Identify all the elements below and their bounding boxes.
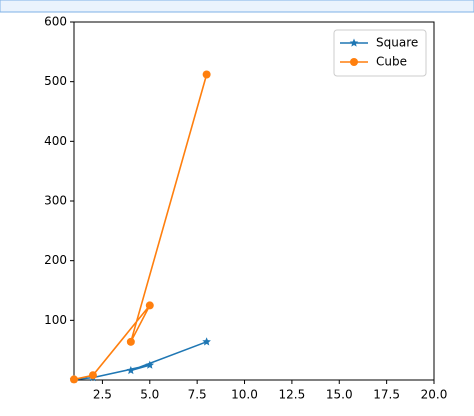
x-tick-label: 20.0 (421, 388, 448, 402)
marker (70, 375, 78, 384)
legend-label: Square (376, 36, 418, 50)
marker (145, 360, 155, 369)
x-tick-label: 7.5 (188, 388, 207, 402)
y-tick-label: 500 (44, 74, 67, 88)
marker (126, 337, 135, 346)
marker (202, 337, 211, 346)
x-tick-label: 17.5 (373, 388, 400, 402)
x-tick-label: 12.5 (279, 388, 306, 402)
x-tick-label: 15.0 (326, 388, 353, 402)
marker (126, 365, 136, 375)
marker (88, 371, 97, 380)
top-strip (0, 0, 474, 13)
marker (145, 301, 154, 310)
legend-marker (350, 58, 358, 66)
y-tick-label: 600 (44, 15, 67, 29)
x-tick-label: 2.5 (93, 388, 112, 402)
legend-marker (349, 38, 359, 47)
line (73, 74, 208, 381)
x-tick-label: 5.0 (140, 388, 159, 402)
x-tick-label: 10.0 (231, 388, 258, 402)
marker (202, 70, 211, 79)
legend-label: Cube (376, 55, 407, 69)
y-tick-label: 400 (44, 134, 67, 148)
y-tick-label: 300 (44, 194, 67, 208)
y-tick-label: 200 (44, 253, 67, 267)
y-tick-label: 100 (44, 313, 67, 327)
